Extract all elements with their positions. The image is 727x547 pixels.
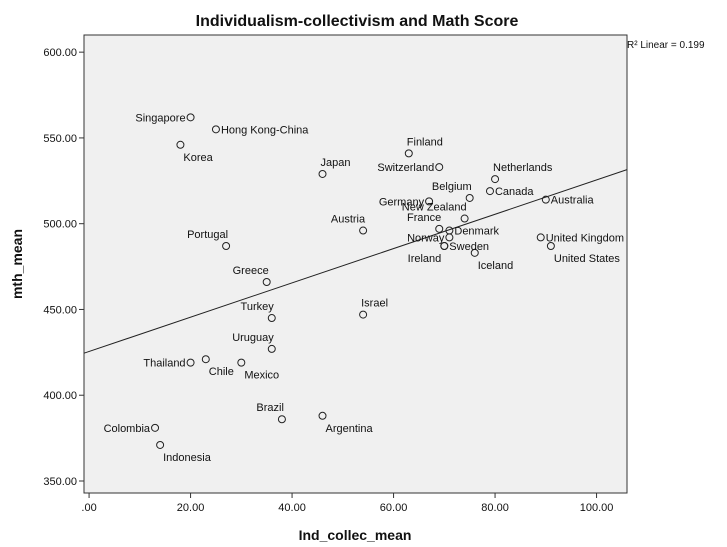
data-point-label: Chile: [209, 366, 234, 378]
data-point-label: Iceland: [478, 260, 513, 272]
data-point: [460, 214, 469, 223]
data-point: [262, 278, 271, 287]
data-point-label: New Zealand: [402, 202, 467, 214]
y-tick-label: 600.00: [43, 47, 77, 59]
x-tick-label: 20.00: [177, 502, 205, 514]
data-point-label: Singapore: [135, 112, 185, 124]
data-point-label: Sweden: [449, 241, 489, 253]
data-point-label: Brazil: [256, 402, 284, 414]
x-tick-label: 60.00: [380, 502, 408, 514]
data-point: [470, 248, 479, 257]
x-tick-label: .00: [81, 502, 96, 514]
data-point: [237, 358, 246, 367]
x-tick-label: 80.00: [481, 502, 509, 514]
data-point-label: Korea: [183, 152, 213, 164]
x-tick-label: 40.00: [278, 502, 306, 514]
data-point-label: Canada: [495, 186, 534, 198]
data-point: [201, 355, 210, 364]
data-point: [267, 314, 276, 323]
y-tick-label: 400.00: [43, 390, 77, 402]
r-squared-label: R² Linear = 0.199: [627, 40, 705, 51]
data-point: [176, 140, 185, 149]
data-point: [536, 233, 545, 242]
data-point-label: Netherlands: [493, 162, 553, 174]
plot-area: [83, 34, 628, 494]
data-point: [404, 149, 413, 158]
x-axis-title: Ind_collec_mean: [299, 527, 412, 543]
data-point: [318, 169, 327, 178]
data-point: [186, 358, 195, 367]
data-point: [156, 440, 165, 449]
data-point: [445, 233, 454, 242]
data-point-label: Uruguay: [232, 332, 274, 344]
data-point: [318, 411, 327, 420]
axis-ticks: .00 20.00 40.00 60.00 80.00 100.00 350.00 400.0…: [43, 47, 613, 514]
data-point-label: Norway: [407, 232, 445, 244]
y-tick-label: 500.00: [43, 219, 77, 231]
data-point: [465, 193, 474, 202]
x-tick-label: 100.00: [580, 502, 614, 514]
data-point-labels: Singapore Hong Kong-China Korea Japan Finlan…: [104, 112, 624, 464]
data-point: [222, 241, 231, 250]
data-point-label: France: [407, 212, 441, 224]
data-point: [435, 163, 444, 172]
data-point-label: Greece: [233, 265, 269, 277]
data-point: [211, 125, 220, 134]
y-tick-label: 450.00: [43, 304, 77, 316]
data-point: [435, 224, 444, 233]
data-point-label: Israel: [361, 298, 388, 310]
data-point-label: Argentina: [326, 423, 374, 435]
data-point-label: Mexico: [244, 370, 279, 382]
data-point-label: Germany: [379, 196, 425, 208]
data-point-label: Indonesia: [163, 452, 212, 464]
data-point-label: United Kingdom: [546, 232, 624, 244]
data-point-label: Portugal: [187, 229, 228, 241]
data-point-label: Belgium: [432, 181, 472, 193]
data-point: [151, 423, 160, 432]
data-point: [485, 187, 494, 196]
data-point-label: Turkey: [241, 301, 275, 313]
data-point: [359, 310, 368, 319]
data-point-label: Hong Kong-China: [221, 124, 309, 136]
data-point: [541, 195, 550, 204]
fit-line-group: [83, 169, 628, 354]
data-point-label: Austria: [331, 214, 366, 226]
data-point-label: Denmark: [454, 226, 499, 238]
data-point: [267, 344, 276, 353]
data-point: [491, 175, 500, 184]
y-tick-label: 550.00: [43, 133, 77, 145]
data-point-label: Australia: [551, 195, 595, 207]
data-points: [151, 113, 555, 449]
linear-fit-line: [83, 169, 628, 354]
data-point: [440, 241, 449, 250]
chart-title: Individualism-collectivism and Math Scor…: [196, 13, 519, 30]
data-point-label: United States: [554, 253, 621, 265]
data-point-label: Finland: [407, 136, 443, 148]
data-point-label: Thailand: [143, 358, 185, 370]
data-point-label: Japan: [321, 157, 351, 169]
data-point-label: Colombia: [104, 423, 151, 435]
data-point: [359, 226, 368, 235]
data-point-label: Ireland: [408, 253, 442, 265]
y-tick-label: 350.00: [43, 476, 77, 488]
data-point: [186, 113, 195, 122]
y-axis-title: mth_mean: [9, 229, 25, 299]
data-point: [277, 415, 286, 424]
data-point: [425, 197, 434, 206]
data-point-label: Switzerland: [377, 162, 434, 174]
data-point: [546, 241, 555, 250]
